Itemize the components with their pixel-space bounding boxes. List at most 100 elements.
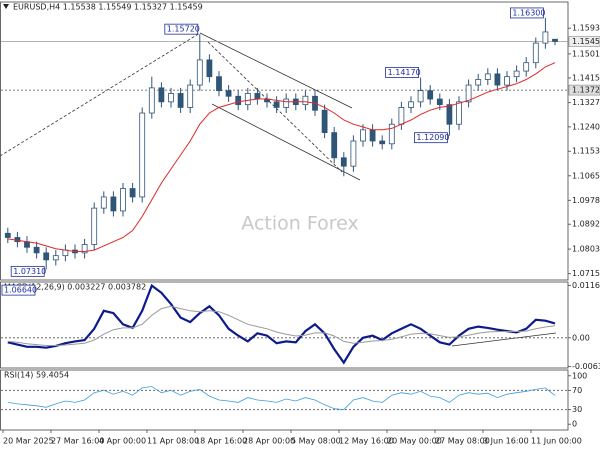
candle-body [513, 70, 520, 78]
y-tick-label: 1.15935 [572, 24, 600, 33]
y-tick-label: 1.08035 [572, 245, 600, 254]
y-tick-label: 0 [572, 420, 577, 429]
candle-body [177, 93, 184, 108]
y-tick-label: -0.006345 [572, 362, 600, 371]
panel-frame [0, 1, 569, 281]
candle-body [302, 95, 309, 106]
y-tick-label: 0.011654 [572, 281, 600, 290]
y-tick-label: 1.1327 [572, 98, 600, 107]
candle-body [465, 84, 472, 103]
annotation-label: 1.06640 [4, 286, 37, 295]
candle-body [196, 59, 203, 86]
line-series [7, 305, 556, 346]
x-tick-label: 4 Apr 00:00 [99, 437, 146, 446]
watermark: Action Forex [241, 213, 358, 235]
candle-body [187, 84, 194, 108]
candle-body [110, 196, 117, 212]
candle-body [523, 62, 530, 72]
candle-body [216, 76, 222, 92]
x-tick-label: 18 Apr 16:00 [195, 437, 247, 446]
candle-body [62, 249, 69, 257]
x-tick-label: 28 Apr 00:00 [243, 437, 295, 446]
y-tick-label: 1.08925 [572, 220, 600, 229]
y-tick-label: 1.10655 [572, 171, 600, 180]
trend-dashed [0, 32, 201, 157]
title-icon [3, 4, 9, 9]
level-label-box [568, 36, 600, 47]
x-tick-label: 27 May 08:00 [435, 437, 490, 446]
x-tick-label: 20 May 00:00 [387, 437, 442, 446]
line-series [7, 386, 556, 411]
chart-title: EURUSD,H4 1.15538 1.15549 1.15327 1.1545… [13, 3, 203, 12]
candle-body [427, 90, 434, 100]
trendlines [0, 32, 557, 347]
y-tick-label: 100 [572, 371, 587, 380]
candle-body [321, 109, 328, 134]
annotation-box [1, 284, 36, 296]
annotation-box [509, 7, 544, 19]
candle-body [91, 207, 98, 245]
candle-body [273, 101, 280, 108]
candle-body [331, 132, 338, 159]
candle-body [244, 93, 251, 106]
candle-body [4, 232, 11, 238]
y-tick-label: 30 [572, 405, 582, 414]
candle-body [254, 93, 261, 100]
annotation-label: 1.07310 [13, 267, 46, 276]
channel-top [199, 32, 353, 109]
line-series [7, 283, 556, 365]
candle-body [43, 252, 50, 261]
annotation-label: 1.15720 [167, 25, 200, 34]
rsi-title: RSI(14) 59.4054 [4, 371, 69, 380]
x-tick-label: 12 May 16:00 [339, 437, 394, 446]
annotation-label: 1.16300 [512, 8, 545, 17]
y-tick-label: 70 [572, 386, 582, 395]
x-tick-label: 20 Mar 2025 [3, 437, 54, 446]
candle-body [398, 107, 405, 125]
candle-body [388, 123, 395, 145]
trend-dashed [207, 41, 343, 173]
level-label: 1.15459 [572, 37, 600, 46]
annotation-label: 1.12090 [416, 133, 449, 142]
candle-body [168, 93, 174, 103]
candle-body [148, 87, 155, 114]
x-tick-label: 11 Apr 08:00 [147, 437, 199, 446]
candle-body [456, 101, 462, 125]
candle-body [24, 241, 30, 248]
candle-body [225, 90, 232, 97]
candle-body [52, 255, 59, 261]
channel-bottom [211, 103, 361, 181]
candle-body [552, 38, 558, 42]
y-tick-label: 0.00 [572, 333, 590, 342]
panel-frame [0, 369, 569, 431]
candle-body [417, 90, 424, 103]
y-tick-label: 1.07155 [572, 269, 600, 278]
macd-title: MACD(12,26,9) 0.003227 0.003782 [4, 283, 146, 292]
candle-body [158, 87, 165, 103]
candle-body [484, 73, 491, 80]
x-tick-label: 27 Mar 16:00 [51, 437, 104, 446]
candle-body [532, 42, 539, 64]
annotation-box [413, 132, 448, 144]
y-tick-label: 1.12405 [572, 122, 600, 131]
candle-body [446, 104, 453, 125]
candle-body [340, 157, 347, 167]
annotation-box [164, 23, 199, 35]
candle-body [369, 129, 376, 142]
level-label-box [568, 84, 600, 96]
annotation-box [385, 67, 420, 78]
annotation-label: 1.14170 [388, 68, 421, 77]
y-tick-label: 1.15015 [572, 49, 600, 58]
line-series [7, 62, 556, 252]
candle-body [408, 101, 414, 108]
macd-trendline [451, 332, 557, 347]
candle-body [100, 196, 107, 209]
candle-body [360, 129, 366, 142]
candle-body [120, 188, 126, 212]
y-tick-label: 1.14155 [572, 73, 600, 82]
candle-body [494, 73, 501, 86]
y-tick-label: 1.0978 [572, 196, 600, 205]
x-tick-label: 5 May 08:00 [291, 437, 341, 446]
candle-body [206, 59, 213, 78]
